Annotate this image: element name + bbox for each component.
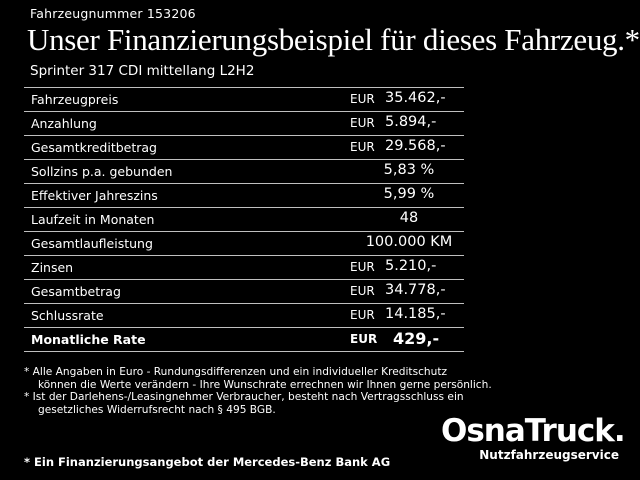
footnote-line: * Ist der Darlehens-/Leasingnehmer Verbr… [24, 391, 464, 404]
table-row: Effektiver Jahreszins 5,99 % [24, 184, 464, 208]
row-currency: EUR [350, 116, 375, 130]
table-row: Gesamtlaufleistung 100.000 KM [24, 232, 464, 256]
footnote-line: können die Werte verändern - Ihre Wunsch… [38, 378, 492, 391]
row-label: Gesamtkreditbetrag [31, 140, 157, 155]
row-label: Schlussrate [31, 308, 104, 323]
financing-table: Fahrzeugpreis EUR 35.462,- Anzahlung EUR… [24, 87, 464, 352]
vehicle-number: Fahrzeugnummer 153206 [30, 6, 196, 21]
osnatruck-logo: OsnaTruck. Nutzfahrzeugservice [441, 413, 626, 463]
row-value: 5,99 % [383, 186, 435, 202]
footnote-line: gesetzliches Widerrufsrecht nach § 495 B… [38, 404, 276, 417]
row-label: Monatliche Rate [31, 332, 146, 347]
vehicle-model: Sprinter 317 CDI mittellang L2H2 [30, 63, 255, 79]
row-label: Laufzeit in Monaten [31, 212, 155, 227]
footnote-line: * Alle Angaben in Euro - Rundungsdiffere… [24, 366, 448, 378]
page-title: Unser Finanzierungsbeispiel für dieses F… [27, 22, 640, 57]
row-value: 34.778,- [385, 282, 446, 298]
row-value: 48 [399, 210, 419, 226]
row-value: 5,83 % [383, 162, 435, 178]
table-row: Schlussrate EUR 14.185,- [24, 304, 464, 328]
logo-tagline: Nutzfahrzeugservice [479, 448, 619, 462]
table-row: Laufzeit in Monaten 48 [24, 208, 464, 232]
row-label: Gesamtlaufleistung [31, 236, 153, 251]
footnotes: * Alle Angaben in Euro - Rundungsdiffere… [24, 366, 492, 417]
row-label: Fahrzeugpreis [31, 92, 119, 107]
row-currency: EUR [350, 308, 375, 322]
row-label: Sollzins p.a. gebunden [31, 164, 173, 179]
table-row: Gesamtbetrag EUR 34.778,- [24, 280, 464, 304]
table-row-monthly-rate: Monatliche Rate EUR 429,- [24, 328, 464, 352]
row-value: 35.462,- [385, 90, 446, 106]
row-value: 100.000 KM [365, 234, 453, 250]
row-currency: EUR [350, 140, 375, 154]
row-label: Zinsen [31, 260, 74, 275]
row-label: Effektiver Jahreszins [31, 188, 158, 203]
row-currency: EUR [350, 284, 375, 298]
row-label: Gesamtbetrag [31, 284, 121, 299]
table-row: Sollzins p.a. gebunden 5,83 % [24, 160, 464, 184]
row-currency: EUR [350, 92, 375, 106]
row-value: 5.210,- [385, 258, 437, 274]
bank-note: * Ein Finanzierungsangebot der Mercedes-… [24, 455, 391, 469]
row-value: 5.894,- [385, 114, 437, 130]
table-row: Zinsen EUR 5.210,- [24, 256, 464, 280]
row-value: 429,- [393, 329, 440, 348]
row-currency: EUR [350, 332, 378, 346]
row-currency: EUR [350, 260, 375, 274]
row-label: Anzahlung [31, 116, 97, 131]
logo-name: OsnaTruck. [441, 413, 626, 449]
row-value: 14.185,- [385, 306, 446, 322]
row-value: 29.568,- [385, 138, 446, 154]
table-row: Anzahlung EUR 5.894,- [24, 112, 464, 136]
table-row: Fahrzeugpreis EUR 35.462,- [24, 88, 464, 112]
table-row: Gesamtkreditbetrag EUR 29.568,- [24, 136, 464, 160]
